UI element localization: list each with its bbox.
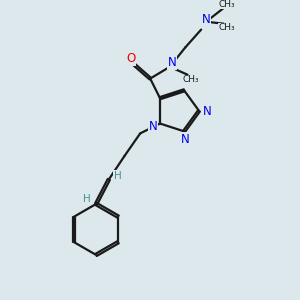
Text: N: N [202,105,211,118]
Text: O: O [126,52,135,65]
Text: N: N [167,56,176,69]
Text: N: N [202,13,210,26]
Text: N: N [149,120,158,133]
Text: H: H [83,194,91,204]
Text: CH₃: CH₃ [218,23,235,32]
Text: N: N [181,133,190,146]
Text: CH₃: CH₃ [218,0,235,9]
Text: H: H [114,170,122,181]
Text: CH₃: CH₃ [182,75,199,84]
